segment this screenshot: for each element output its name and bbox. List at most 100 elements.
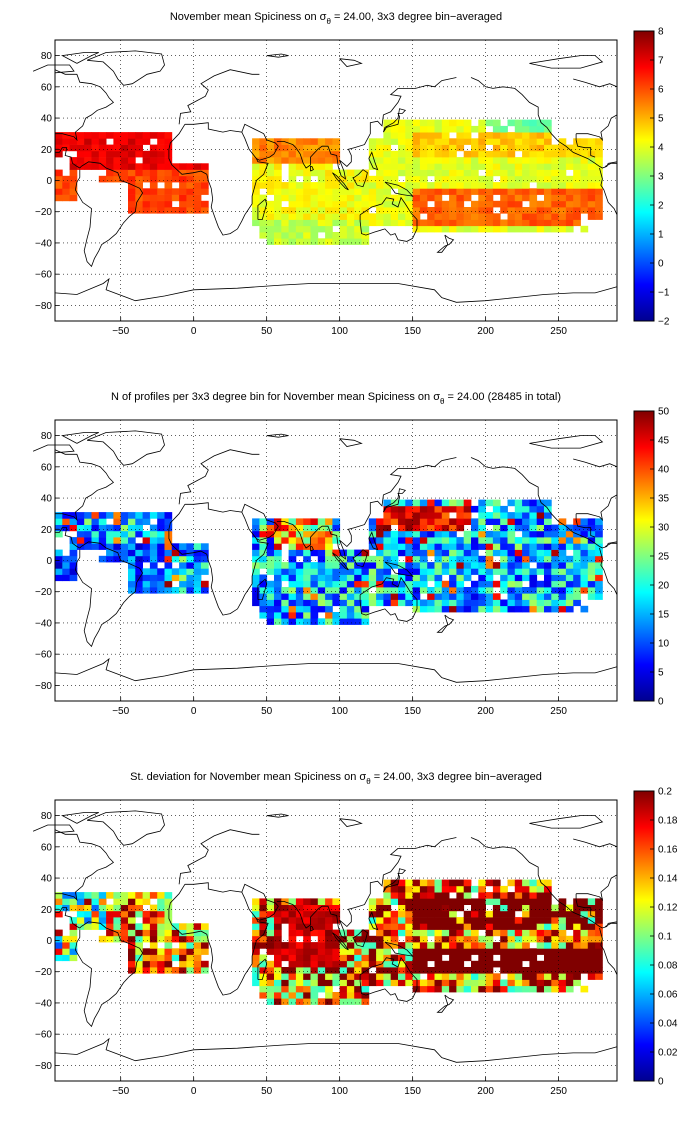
data-cell [405, 917, 413, 924]
data-cell [492, 518, 501, 525]
data-cell [405, 163, 413, 170]
data-cell [266, 543, 275, 550]
data-cell [120, 910, 129, 918]
data-cell [492, 923, 501, 930]
data-cell [529, 898, 538, 905]
data-cell [434, 568, 443, 575]
data-cell [193, 954, 202, 962]
data-cell [580, 150, 589, 158]
data-cell [419, 219, 428, 227]
data-cell [492, 157, 501, 164]
data-cell [551, 599, 559, 607]
data-cell [529, 885, 538, 893]
data-cell [325, 574, 333, 582]
data-cell [544, 910, 552, 918]
data-cell [98, 904, 107, 912]
data-cell [325, 555, 333, 563]
data-cell [427, 593, 435, 600]
data-cell [398, 593, 406, 600]
data-cell [113, 138, 122, 145]
data-cell [514, 157, 523, 164]
data-cell [288, 138, 297, 145]
data-cell [536, 599, 545, 607]
data-cell [346, 948, 355, 955]
data-cell [463, 923, 472, 930]
data-cell [485, 985, 494, 993]
data-cell [456, 967, 465, 974]
data-cell [98, 892, 107, 899]
data-cell [485, 574, 494, 582]
data-cell [558, 555, 567, 563]
coastline [368, 151, 379, 171]
data-cell [325, 923, 333, 930]
data-cell [266, 917, 275, 924]
data-cell [471, 580, 479, 588]
data-cell [346, 194, 355, 202]
data-cell [368, 898, 377, 905]
data-cell [507, 985, 516, 993]
data-cell [171, 587, 180, 594]
data-cell [376, 200, 384, 208]
data-cell [573, 599, 581, 607]
data-cell [412, 942, 421, 949]
y-tick-label: 0 [46, 936, 52, 947]
data-cell [106, 157, 114, 164]
data-cell [120, 543, 129, 550]
data-cell [317, 207, 326, 214]
data-cell [135, 948, 143, 955]
data-cell [412, 524, 421, 532]
data-cell [310, 562, 319, 569]
data-cell [266, 555, 275, 563]
data-cell [383, 935, 392, 943]
data-cell [536, 543, 545, 550]
data-cell [259, 979, 268, 987]
data-cell [274, 219, 282, 227]
data-cell [295, 138, 304, 145]
data-cell [471, 182, 479, 189]
data-cell [259, 543, 268, 550]
data-cell [361, 942, 370, 949]
data-cell [522, 182, 530, 189]
data-cell [449, 960, 457, 968]
data-cell [595, 923, 603, 930]
data-cell [390, 923, 399, 930]
data-cell [149, 182, 158, 189]
data-cell [281, 213, 289, 220]
data-cell [456, 574, 465, 582]
data-cell [419, 499, 428, 507]
data-cell [164, 967, 173, 974]
data-cell [274, 960, 282, 968]
data-cell [383, 138, 392, 145]
data-cell [427, 942, 435, 949]
data-cell [310, 954, 319, 962]
data-cell [120, 537, 129, 544]
data-cell [376, 194, 384, 202]
data-cell [507, 587, 516, 594]
data-cell [441, 929, 450, 937]
data-cell [346, 213, 355, 220]
data-cell [544, 973, 552, 980]
data-cell [193, 923, 202, 930]
coastline [383, 868, 407, 893]
data-cell [390, 200, 399, 208]
data-cell [485, 580, 494, 588]
data-cell [310, 163, 319, 170]
data-cell [558, 144, 567, 152]
colorbar-tick-label: 0 [658, 697, 664, 708]
data-cell [536, 150, 545, 158]
data-cell [522, 599, 530, 607]
data-cell [135, 587, 143, 594]
data-cell [303, 973, 311, 980]
data-cell [201, 163, 209, 170]
data-cell [536, 175, 545, 183]
data-cell [558, 599, 567, 607]
data-cell [478, 593, 486, 600]
data-cell [295, 587, 304, 594]
data-cell [317, 599, 326, 607]
data-cell [149, 144, 158, 152]
data-cell [551, 587, 559, 594]
data-cell [492, 910, 501, 918]
data-cell [565, 942, 574, 949]
data-cell [478, 537, 486, 544]
data-cell [274, 910, 282, 918]
